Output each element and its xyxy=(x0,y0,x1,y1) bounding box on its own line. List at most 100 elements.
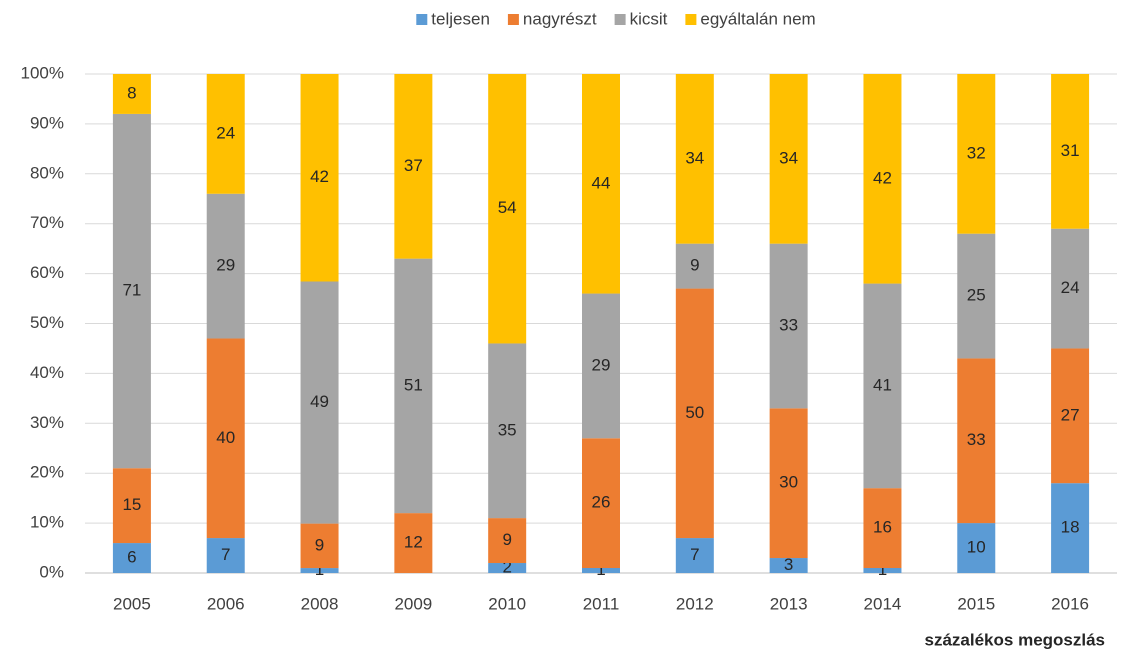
bar-segment xyxy=(112,74,151,114)
data-label: 71 xyxy=(122,281,141,300)
data-label: 9 xyxy=(502,530,511,549)
bar-segment xyxy=(863,283,902,489)
x-tick-label: 2010 xyxy=(488,594,526,613)
data-label: 49 xyxy=(310,392,329,411)
x-tick-label: 2014 xyxy=(864,594,902,613)
data-label: 44 xyxy=(592,173,611,192)
bar-segment xyxy=(957,233,996,359)
x-tick-label: 2012 xyxy=(676,594,714,613)
x-tick-label: 2005 xyxy=(113,594,151,613)
bar-segment xyxy=(488,563,527,573)
bar-segment xyxy=(582,293,620,439)
bar-segment xyxy=(488,343,527,519)
data-label: 26 xyxy=(592,493,611,512)
data-label: 1 xyxy=(596,560,605,579)
data-label: 9 xyxy=(315,535,324,554)
bar-segment xyxy=(394,258,433,514)
data-label: 10 xyxy=(967,538,986,557)
data-label: 29 xyxy=(592,355,611,374)
bar-segment xyxy=(488,518,527,564)
legend-swatch xyxy=(614,14,626,25)
data-label: 29 xyxy=(216,256,235,275)
data-label: 24 xyxy=(216,123,235,142)
legend-label: kicsit xyxy=(630,9,668,28)
data-label: 18 xyxy=(1061,518,1080,537)
bar-segment xyxy=(863,488,902,569)
data-label: 30 xyxy=(779,473,798,492)
x-tick-label: 2006 xyxy=(207,594,245,613)
bar-segment xyxy=(957,74,996,234)
bar-segment xyxy=(769,243,808,409)
bar-segment xyxy=(675,243,714,289)
y-tick-label: 80% xyxy=(30,163,64,182)
data-label: 31 xyxy=(1061,141,1080,160)
legend-label: teljesen xyxy=(431,9,490,28)
legend-swatch xyxy=(416,14,428,25)
x-axis-label: százalékos megoszlás xyxy=(925,630,1105,649)
bar-segment xyxy=(675,288,714,539)
bar-segment xyxy=(957,358,996,524)
y-tick-label: 70% xyxy=(30,213,64,232)
bar-segment xyxy=(582,438,620,569)
data-label: 8 xyxy=(127,83,136,102)
data-label: 35 xyxy=(498,420,517,439)
x-tick-label: 2008 xyxy=(301,594,339,613)
data-label: 7 xyxy=(221,545,230,564)
bar-segment xyxy=(863,74,902,284)
bar-segment xyxy=(769,408,808,559)
bar-segment xyxy=(488,74,527,344)
data-label: 37 xyxy=(404,156,423,175)
data-label: 6 xyxy=(127,548,136,567)
y-tick-label: 100% xyxy=(21,63,64,82)
data-label: 12 xyxy=(404,533,423,552)
data-label: 42 xyxy=(310,167,329,186)
data-label: 42 xyxy=(873,168,892,187)
legend-label: nagyrészt xyxy=(523,9,597,28)
bar-segment xyxy=(394,74,433,259)
data-label: 41 xyxy=(873,375,892,394)
data-label: 33 xyxy=(967,430,986,449)
bar-segment xyxy=(675,538,714,573)
data-label: 1 xyxy=(315,560,324,579)
bar-segment xyxy=(206,193,245,339)
data-label: 33 xyxy=(779,315,798,334)
y-tick-label: 50% xyxy=(30,313,64,332)
y-tick-label: 90% xyxy=(30,113,64,132)
x-tick-label: 2011 xyxy=(583,594,620,613)
bar-segment xyxy=(863,568,902,573)
data-label: 25 xyxy=(967,286,986,305)
y-tick-label: 40% xyxy=(30,363,64,382)
legend-label: egyáltalán nem xyxy=(700,9,815,28)
bar-segment xyxy=(769,558,808,573)
x-tick-label: 2016 xyxy=(1051,594,1089,613)
data-label: 51 xyxy=(404,375,423,394)
bar-segment xyxy=(112,543,151,573)
bar-segment xyxy=(206,74,245,194)
bar-segment xyxy=(206,338,245,539)
x-tick-label: 2015 xyxy=(957,594,995,613)
data-label: 27 xyxy=(1061,405,1080,424)
bar-segment xyxy=(112,113,151,469)
data-label: 2 xyxy=(502,557,511,576)
bar-segment xyxy=(394,513,433,573)
bar-segment xyxy=(769,74,808,244)
bar-segment xyxy=(300,523,339,569)
bar-segment xyxy=(675,74,714,244)
legend-swatch xyxy=(507,14,519,25)
data-label: 54 xyxy=(498,198,517,217)
bar-segment xyxy=(1051,483,1090,573)
bar-segment xyxy=(582,568,620,573)
data-label: 16 xyxy=(873,518,892,537)
data-label: 40 xyxy=(216,428,235,447)
bar-segment xyxy=(1051,74,1090,229)
bar-segment xyxy=(300,568,339,573)
bar-segment xyxy=(1051,348,1090,484)
data-label: 32 xyxy=(967,143,986,162)
data-label: 1 xyxy=(878,560,887,579)
data-label: 9 xyxy=(690,256,699,275)
data-label: 24 xyxy=(1061,278,1080,297)
bar-segment xyxy=(1051,228,1090,349)
bar-segment xyxy=(112,468,151,544)
data-label: 3 xyxy=(784,555,793,574)
